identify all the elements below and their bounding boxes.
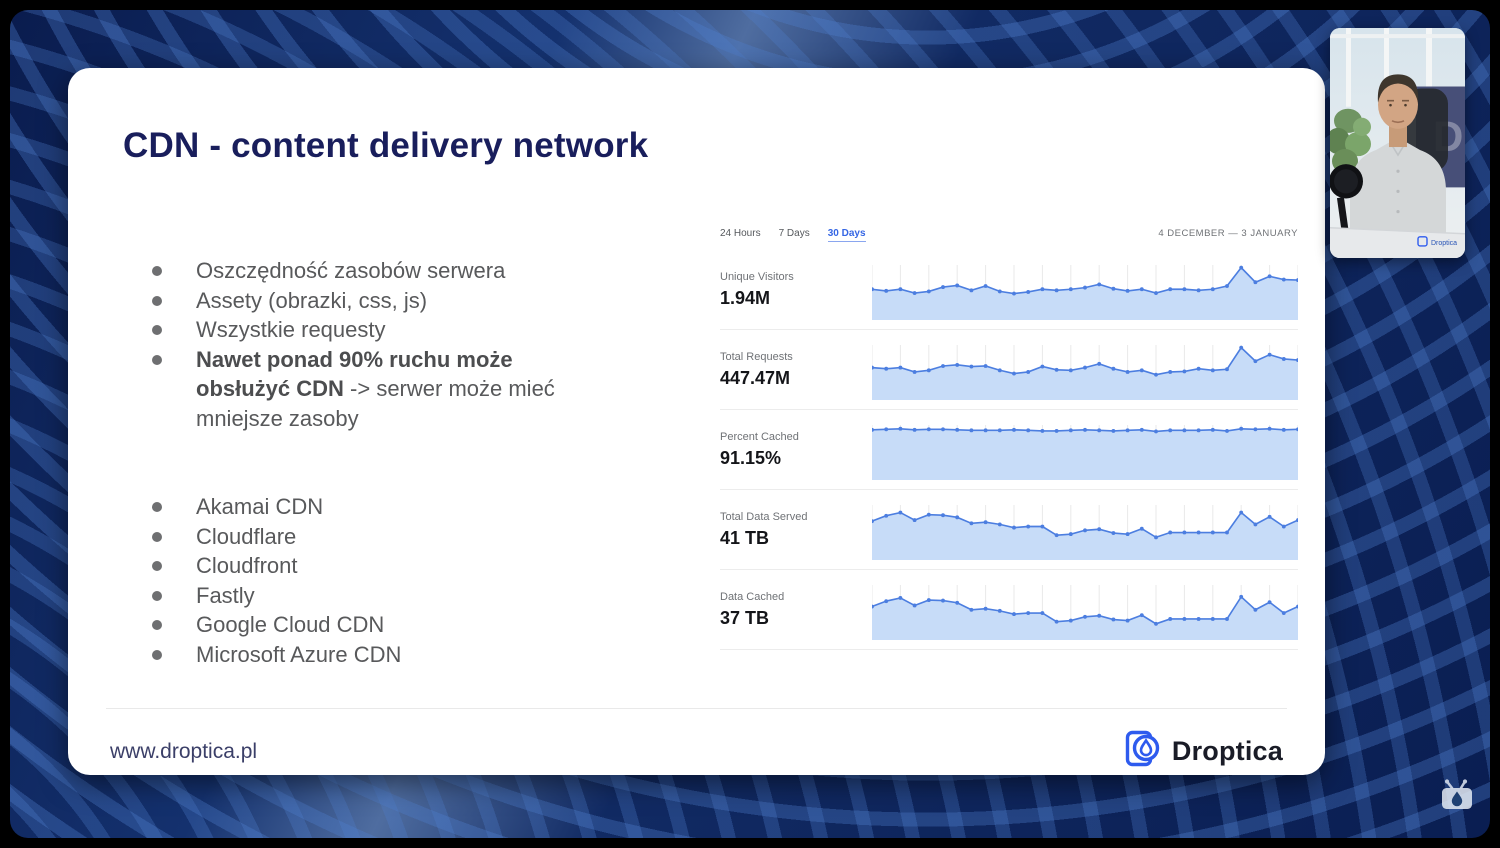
brand-name: Droptica (1171, 736, 1283, 766)
dashboard-header: 24 Hours 7 Days 30 Days 4 DECEMBER — 3 JAN… (720, 228, 1298, 250)
website-url: www.droptica.pl (110, 739, 258, 763)
list-item: Fastly (146, 581, 401, 611)
vendors-list: Akamai CDN Cloudflare Cloudfront Fastly Goog… (146, 492, 401, 669)
slide-card: CDN - content delivery network Oszczędno… (68, 68, 1325, 775)
tab-7-days[interactable]: 7 Days (778, 228, 810, 239)
droptica-logo-icon (1123, 729, 1163, 774)
metric-row: Total Data Served 41 TB (720, 490, 1298, 570)
metric-chart (872, 424, 1298, 480)
metric-value: 447.47M (720, 367, 791, 388)
metric-info: Unique Visitors 1.94M (720, 271, 872, 309)
cdn-analytics-dashboard: 24 Hours 7 Days 30 Days 4 DECEMBER — 3 JAN… (720, 228, 1298, 652)
list-item: Cloudflare (146, 522, 401, 552)
metric-value: 41 TB (720, 527, 770, 548)
list-item: Google Cloud CDN (146, 610, 401, 640)
list-item: Assety (obrazki, css, js) (146, 286, 576, 316)
metric-info: Data Cached 37 TB (720, 591, 872, 629)
metric-value: 37 TB (720, 607, 770, 628)
time-range-tabs: 24 Hours 7 Days 30 Days (720, 228, 866, 242)
metric-chart (872, 504, 1298, 560)
metric-value: 91.15% (720, 447, 782, 468)
wave-background: CDN - content delivery network Oszczędno… (10, 10, 1490, 838)
benefits-list: Oszczędność zasobów serwera Assety (obraz… (146, 256, 576, 433)
metric-row: Data Cached 37 TB (720, 570, 1298, 650)
metric-row: Percent Cached 91.15% (720, 410, 1298, 490)
metric-label: Unique Visitors (720, 270, 794, 283)
list-item: Microsoft Azure CDN (146, 640, 401, 670)
presenter-video: D (1330, 28, 1465, 258)
metric-row: Unique Visitors 1.94M (720, 250, 1298, 330)
metric-info: Total Data Served 41 TB (720, 511, 872, 549)
metric-label: Total Data Served (720, 510, 808, 523)
metric-info: Total Requests 447.47M (720, 351, 872, 389)
webcam-overlay: D (1330, 28, 1465, 258)
brand-logo: Droptica (1123, 729, 1283, 774)
metric-value: 1.94M (720, 287, 771, 308)
webcam-watermark-text: Droptica (1431, 240, 1457, 247)
page-title: CDN - content delivery network (123, 126, 649, 165)
tab-24-hours[interactable]: 24 Hours (720, 228, 761, 239)
list-item: Nawet ponad 90% ruchu może obsłużyć CDN … (146, 345, 576, 434)
metric-label: Total Requests (720, 350, 793, 363)
metric-rows: Unique Visitors 1.94M Total Requests 447.47… (720, 250, 1298, 650)
list-item: Oszczędność zasobów serwera (146, 256, 576, 286)
metric-label: Data Cached (720, 590, 785, 603)
webcam-watermark: Droptica (1417, 236, 1457, 247)
metric-info: Percent Cached 91.15% (720, 431, 872, 469)
list-item: Wszystkie requesty (146, 315, 576, 345)
tab-30-days[interactable]: 30 Days (827, 228, 866, 242)
tv-drop-icon (1438, 778, 1476, 816)
metric-chart (872, 584, 1298, 640)
list-item: Akamai CDN (146, 492, 401, 522)
slide-footer: www.droptica.pl Droptica (106, 708, 1287, 774)
date-range-label: 4 DECEMBER — 3 JANUARY (1158, 228, 1298, 239)
metric-chart (872, 344, 1298, 400)
list-item: Cloudfront (146, 551, 401, 581)
metric-chart (872, 264, 1298, 320)
metric-label: Percent Cached (720, 430, 799, 443)
metric-row: Total Requests 447.47M (720, 330, 1298, 410)
